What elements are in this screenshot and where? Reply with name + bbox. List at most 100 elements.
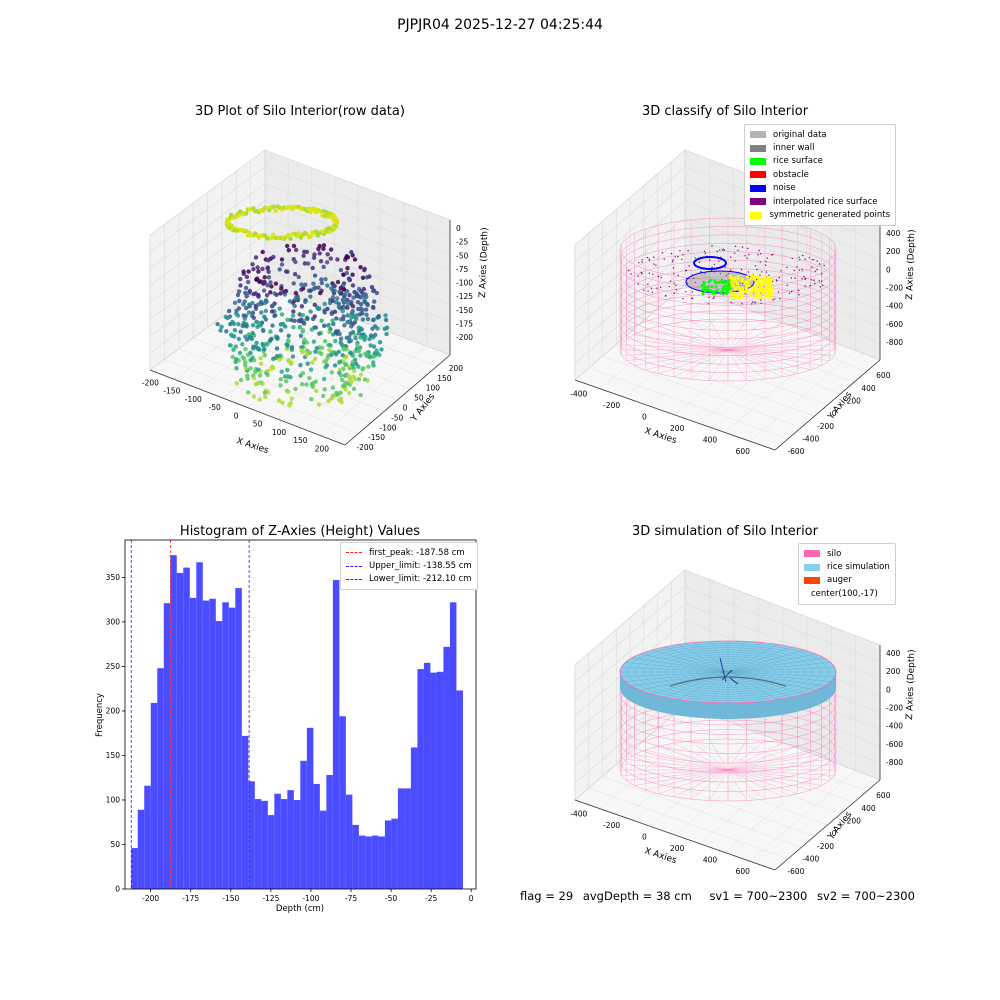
silo-floor-spoke [673, 349, 729, 378]
y-tick-label: 50 [414, 394, 424, 403]
data-point [342, 323, 347, 328]
grid-line [320, 346, 428, 436]
x-tick-label: 600 [736, 867, 751, 876]
symmetric-point [746, 284, 750, 288]
silo-floor-spoke [727, 339, 830, 351]
x-tick-label: 50 [253, 420, 263, 429]
legend-label: noise [773, 183, 796, 194]
histogram-bar [157, 668, 164, 889]
data-point [275, 354, 280, 359]
data-point [322, 308, 327, 313]
data-point [279, 322, 285, 327]
symmetric-point [729, 295, 733, 299]
data-point [339, 342, 345, 348]
histogram-bar [170, 555, 177, 889]
rice-mesh-spoke [621, 667, 729, 673]
data-point [290, 313, 296, 318]
data-point [311, 286, 317, 291]
rice-surface-point [706, 288, 710, 292]
data-point [309, 327, 315, 332]
rice-mesh-spoke [727, 641, 746, 673]
interpolated-point [648, 259, 651, 262]
symmetric-point [738, 289, 742, 293]
data-point [241, 269, 246, 274]
data-point [274, 292, 279, 297]
y-tick-label: 150 [106, 751, 121, 760]
data-point [315, 233, 320, 238]
data-point [328, 343, 333, 348]
silo-floor-spoke [626, 759, 729, 771]
interpolated-point [674, 256, 676, 258]
y-tick-label: -200 [817, 422, 834, 431]
symmetric-point [753, 275, 757, 279]
interpolated-point [711, 245, 713, 247]
symmetric-point [762, 282, 766, 286]
data-point [347, 339, 352, 344]
data-point [343, 255, 349, 261]
interpolated-point [721, 249, 724, 251]
data-point [371, 363, 376, 368]
legend-label: rice simulation [827, 562, 890, 573]
data-point [350, 283, 356, 288]
histogram-bar [345, 794, 353, 889]
interpolated-point [814, 282, 816, 285]
x-tick-label: 200 [670, 424, 685, 433]
data-point [237, 298, 242, 304]
rice-mesh-spoke [664, 646, 729, 673]
histogram-bar [189, 597, 197, 889]
grid-line [574, 166, 686, 263]
data-point [243, 285, 249, 291]
silo-floor-spoke [727, 769, 783, 798]
data-point [371, 317, 376, 322]
interpolated-point [768, 274, 770, 276]
data-point [311, 339, 317, 344]
histogram-bar [332, 580, 340, 889]
data-point [292, 318, 297, 323]
data-point [298, 363, 303, 368]
data-point [253, 382, 258, 387]
data-point [273, 208, 278, 213]
data-point [254, 340, 259, 345]
data-point [322, 301, 327, 307]
y-tick-label: 600 [876, 371, 891, 380]
data-point [312, 314, 317, 319]
data-point [300, 328, 306, 333]
interpolated-point [655, 264, 657, 266]
data-point [358, 345, 363, 350]
data-point [367, 274, 372, 279]
silo-floor-spoke [727, 769, 830, 781]
data-point [368, 333, 374, 338]
histogram-bar [150, 702, 158, 889]
interpolated-point [675, 288, 678, 291]
rice-mesh-spoke [651, 671, 729, 695]
interpolated-point [809, 284, 811, 287]
interpolated-point [627, 269, 630, 272]
interpolated-point [798, 294, 800, 296]
data-point [329, 352, 334, 358]
z-tick-label: 200 [886, 667, 901, 676]
legend-label: original data [773, 129, 827, 140]
y-axis-line [774, 779, 881, 871]
data-point [362, 377, 368, 382]
data-point [238, 329, 243, 334]
data-point [279, 312, 285, 317]
data-point [270, 364, 275, 369]
y-tick-label: 600 [876, 791, 891, 800]
data-point [265, 283, 270, 288]
y-tick-label: -150 [368, 433, 385, 442]
symmetric-point [766, 276, 770, 280]
data-point [253, 255, 259, 260]
data-point [298, 235, 304, 240]
data-point [347, 277, 352, 282]
silo-floor-spoke [727, 349, 747, 381]
data-point [316, 402, 322, 407]
symmetric-point [733, 293, 737, 297]
z-tick-label: -25 [456, 238, 468, 247]
interpolated-point [760, 299, 762, 301]
data-point [326, 322, 331, 328]
histogram-bar [371, 835, 379, 889]
rice-mesh-spoke [727, 644, 778, 673]
data-point [318, 290, 323, 296]
histogram-bar [293, 799, 301, 889]
data-point [236, 213, 241, 218]
